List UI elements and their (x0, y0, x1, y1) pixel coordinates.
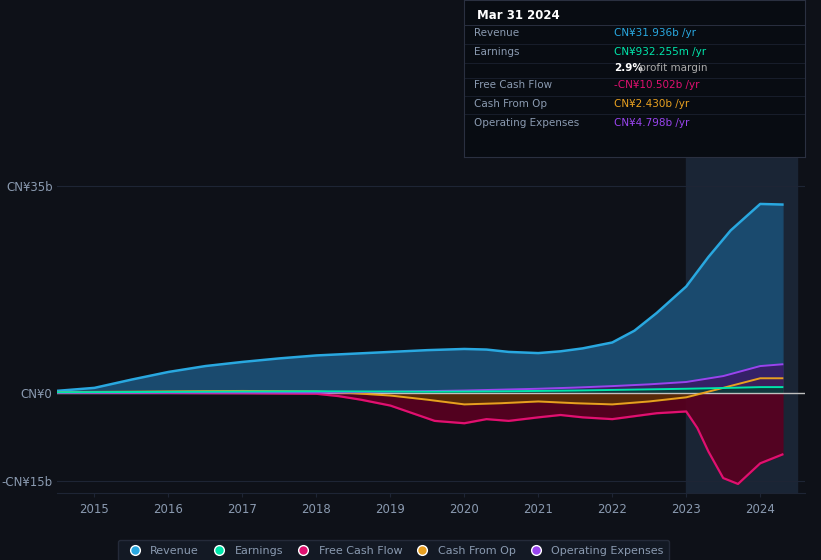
Legend: Revenue, Earnings, Free Cash Flow, Cash From Op, Operating Expenses: Revenue, Earnings, Free Cash Flow, Cash … (118, 540, 669, 560)
Bar (686, 157, 797, 493)
Text: CN¥932.255m /yr: CN¥932.255m /yr (614, 47, 706, 57)
Text: 2.9%: 2.9% (614, 63, 643, 73)
Text: Cash From Op: Cash From Op (474, 99, 547, 109)
Text: Free Cash Flow: Free Cash Flow (474, 80, 553, 90)
Text: Operating Expenses: Operating Expenses (474, 118, 580, 128)
Text: CN¥31.936b /yr: CN¥31.936b /yr (614, 28, 695, 38)
Text: CN¥2.430b /yr: CN¥2.430b /yr (614, 99, 689, 109)
Text: profit margin: profit margin (636, 63, 708, 73)
Text: Revenue: Revenue (474, 28, 519, 38)
Text: Earnings: Earnings (474, 47, 520, 57)
Text: Mar 31 2024: Mar 31 2024 (478, 10, 560, 22)
Text: CN¥4.798b /yr: CN¥4.798b /yr (614, 118, 689, 128)
Text: -CN¥10.502b /yr: -CN¥10.502b /yr (614, 80, 699, 90)
